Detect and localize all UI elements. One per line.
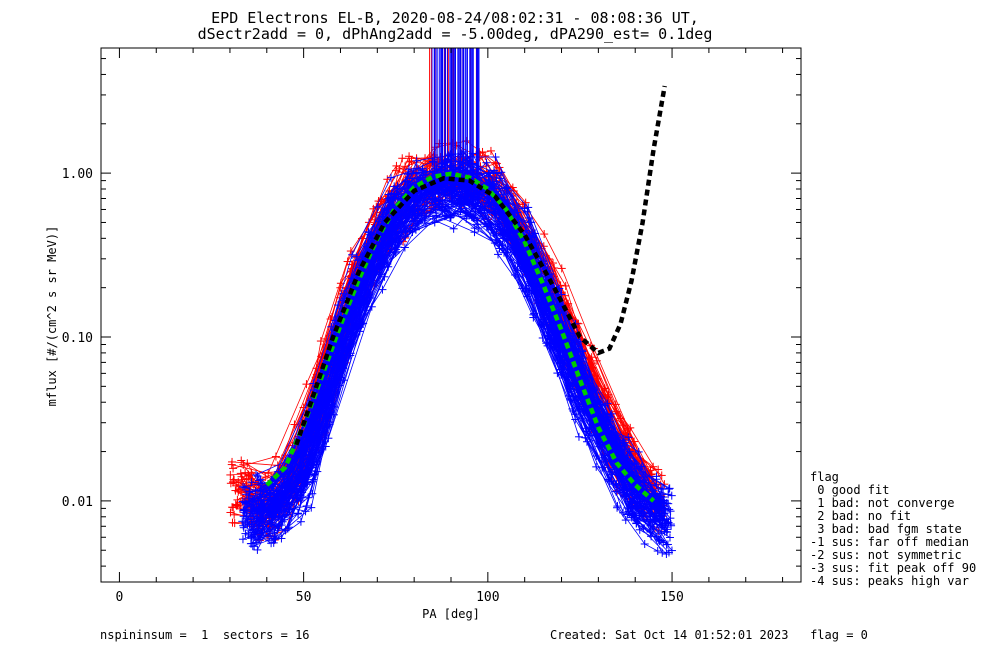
blue-trace — [242, 214, 667, 544]
blue-trace-group — [238, 48, 676, 559]
blue-trace — [255, 180, 660, 532]
blue-trace — [257, 179, 665, 514]
blue-trace — [251, 184, 670, 553]
chart-subtitle: dSectr2add = 0, dPhAng2add = -5.00deg, d… — [198, 25, 713, 43]
blue-trace — [262, 190, 662, 539]
blue-trace — [259, 175, 665, 517]
chart-title: EPD Electrons EL-B, 2020-08-24/08:02:31 … — [211, 9, 699, 27]
red-trace — [251, 177, 644, 541]
traces-layer — [226, 48, 676, 559]
